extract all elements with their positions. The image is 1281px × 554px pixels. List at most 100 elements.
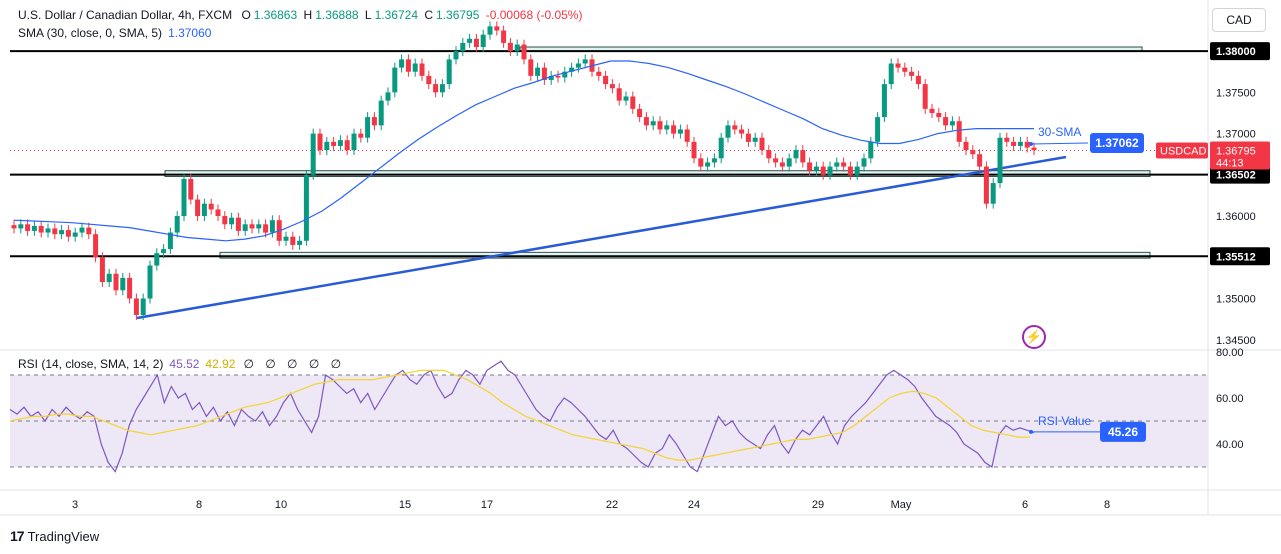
- candle-body: [86, 227, 92, 235]
- price-tick: 1.37000: [1216, 129, 1256, 141]
- candle-body: [72, 232, 78, 237]
- level-label: 1.35512: [1216, 251, 1256, 263]
- candle-body: [99, 257, 105, 283]
- candle-body: [868, 141, 874, 159]
- candle-body: [473, 38, 479, 48]
- candle-body: [494, 26, 500, 31]
- candle-body: [698, 158, 704, 167]
- candle-body: [854, 166, 860, 175]
- candle-body: [303, 174, 309, 241]
- candle-body: [630, 96, 636, 109]
- candle-body: [331, 141, 337, 146]
- currency-button[interactable]: CAD: [1212, 8, 1266, 32]
- candle-body: [684, 129, 690, 142]
- time-tick: 3: [72, 499, 78, 511]
- candle-body: [385, 92, 391, 101]
- candle-body: [344, 140, 350, 151]
- candle-body: [888, 63, 894, 85]
- candle-body: [188, 178, 194, 200]
- candle-body: [637, 108, 643, 118]
- zone-box: [219, 251, 1151, 259]
- candle-body: [861, 158, 867, 167]
- candle-body: [263, 224, 269, 233]
- level-label-bg: [1210, 247, 1270, 266]
- candle-body: [256, 224, 262, 229]
- candle-body: [93, 234, 99, 258]
- candle-body: [977, 154, 983, 167]
- candles: [11, 21, 1037, 320]
- candle-body: [433, 84, 439, 93]
- price-tick: 1.37500: [1216, 87, 1256, 99]
- candle-body: [120, 277, 126, 291]
- rsi-annotation: RSI Value: [1038, 414, 1091, 428]
- candle-body: [79, 227, 85, 233]
- rsi-tick: 40.00: [1216, 439, 1244, 451]
- rsi-pane: 80.00 60.00 40.00 RSI Value 45.26: [9, 347, 1244, 473]
- sma-legend[interactable]: SMA (30, close, 0, SMA, 5) 1.37060: [18, 26, 212, 40]
- candle-body: [820, 166, 826, 175]
- lightning-icon[interactable]: ⚡: [1022, 325, 1046, 349]
- candle-body: [725, 125, 731, 138]
- price-tick: 1.35000: [1216, 294, 1256, 306]
- candle-body: [983, 166, 989, 204]
- candle-body: [45, 228, 51, 233]
- candle-body: [671, 125, 677, 134]
- candle-body: [1011, 141, 1017, 146]
- candle-body: [895, 63, 901, 68]
- candle-body: [140, 298, 146, 316]
- time-axis: 3 8 10 15 17 22 24 29 May 6 8: [72, 499, 1110, 511]
- candle-body: [997, 137, 1003, 184]
- level-label-bg: [1210, 42, 1270, 61]
- tradingview-logo[interactable]: 17 TradingView: [10, 528, 100, 544]
- time-tick: 10: [275, 499, 287, 511]
- candle-body: [786, 158, 792, 167]
- trendline: [136, 155, 1067, 320]
- candle-body: [528, 59, 534, 76]
- candle-body: [609, 84, 615, 89]
- candle-body: [487, 26, 493, 35]
- candle-body: [813, 166, 819, 171]
- candle-body: [269, 220, 275, 233]
- time-tick: 8: [1104, 499, 1110, 511]
- candle-body: [229, 217, 235, 225]
- candle-body: [711, 158, 717, 163]
- candle-body: [222, 216, 228, 225]
- candle-body: [25, 224, 31, 231]
- candle-body: [616, 88, 622, 101]
- candle-body: [11, 225, 17, 229]
- candle-body: [317, 133, 323, 151]
- candle-body: [623, 96, 629, 101]
- rsi-legend[interactable]: RSI (14, close, SMA, 14, 2) 45.52 42.92 ∅ ∅…: [18, 357, 346, 371]
- candle-body: [412, 63, 418, 72]
- candle-body: [480, 34, 486, 48]
- candle-body: [127, 277, 133, 299]
- candle-body: [378, 100, 384, 126]
- candle-body: [827, 166, 833, 175]
- candle-body: [582, 59, 588, 64]
- candle-body: [358, 133, 364, 138]
- rsi-value-box: [1100, 421, 1146, 442]
- candle-body: [297, 240, 303, 245]
- rsi-line: [9, 360, 1035, 473]
- candle-body: [643, 117, 649, 126]
- candle-body: [657, 121, 663, 130]
- candle-body: [65, 230, 71, 237]
- candle-body: [732, 125, 738, 130]
- candle-body: [324, 141, 330, 151]
- time-tick: 17: [481, 499, 493, 511]
- candle-body: [922, 84, 928, 109]
- candle-body: [208, 203, 214, 210]
- candle-body: [1024, 141, 1030, 148]
- candle-body: [18, 224, 24, 229]
- candle-body: [575, 63, 581, 68]
- candle-body: [52, 228, 58, 235]
- candle-body: [562, 71, 568, 78]
- sma-line: 30-SMA 1.37062: [13, 60, 1144, 242]
- time-tick: 8: [196, 499, 202, 511]
- time-tick: 29: [812, 499, 824, 511]
- candle-body: [167, 232, 173, 250]
- time-tick: May: [891, 499, 912, 511]
- candle-body: [949, 121, 955, 126]
